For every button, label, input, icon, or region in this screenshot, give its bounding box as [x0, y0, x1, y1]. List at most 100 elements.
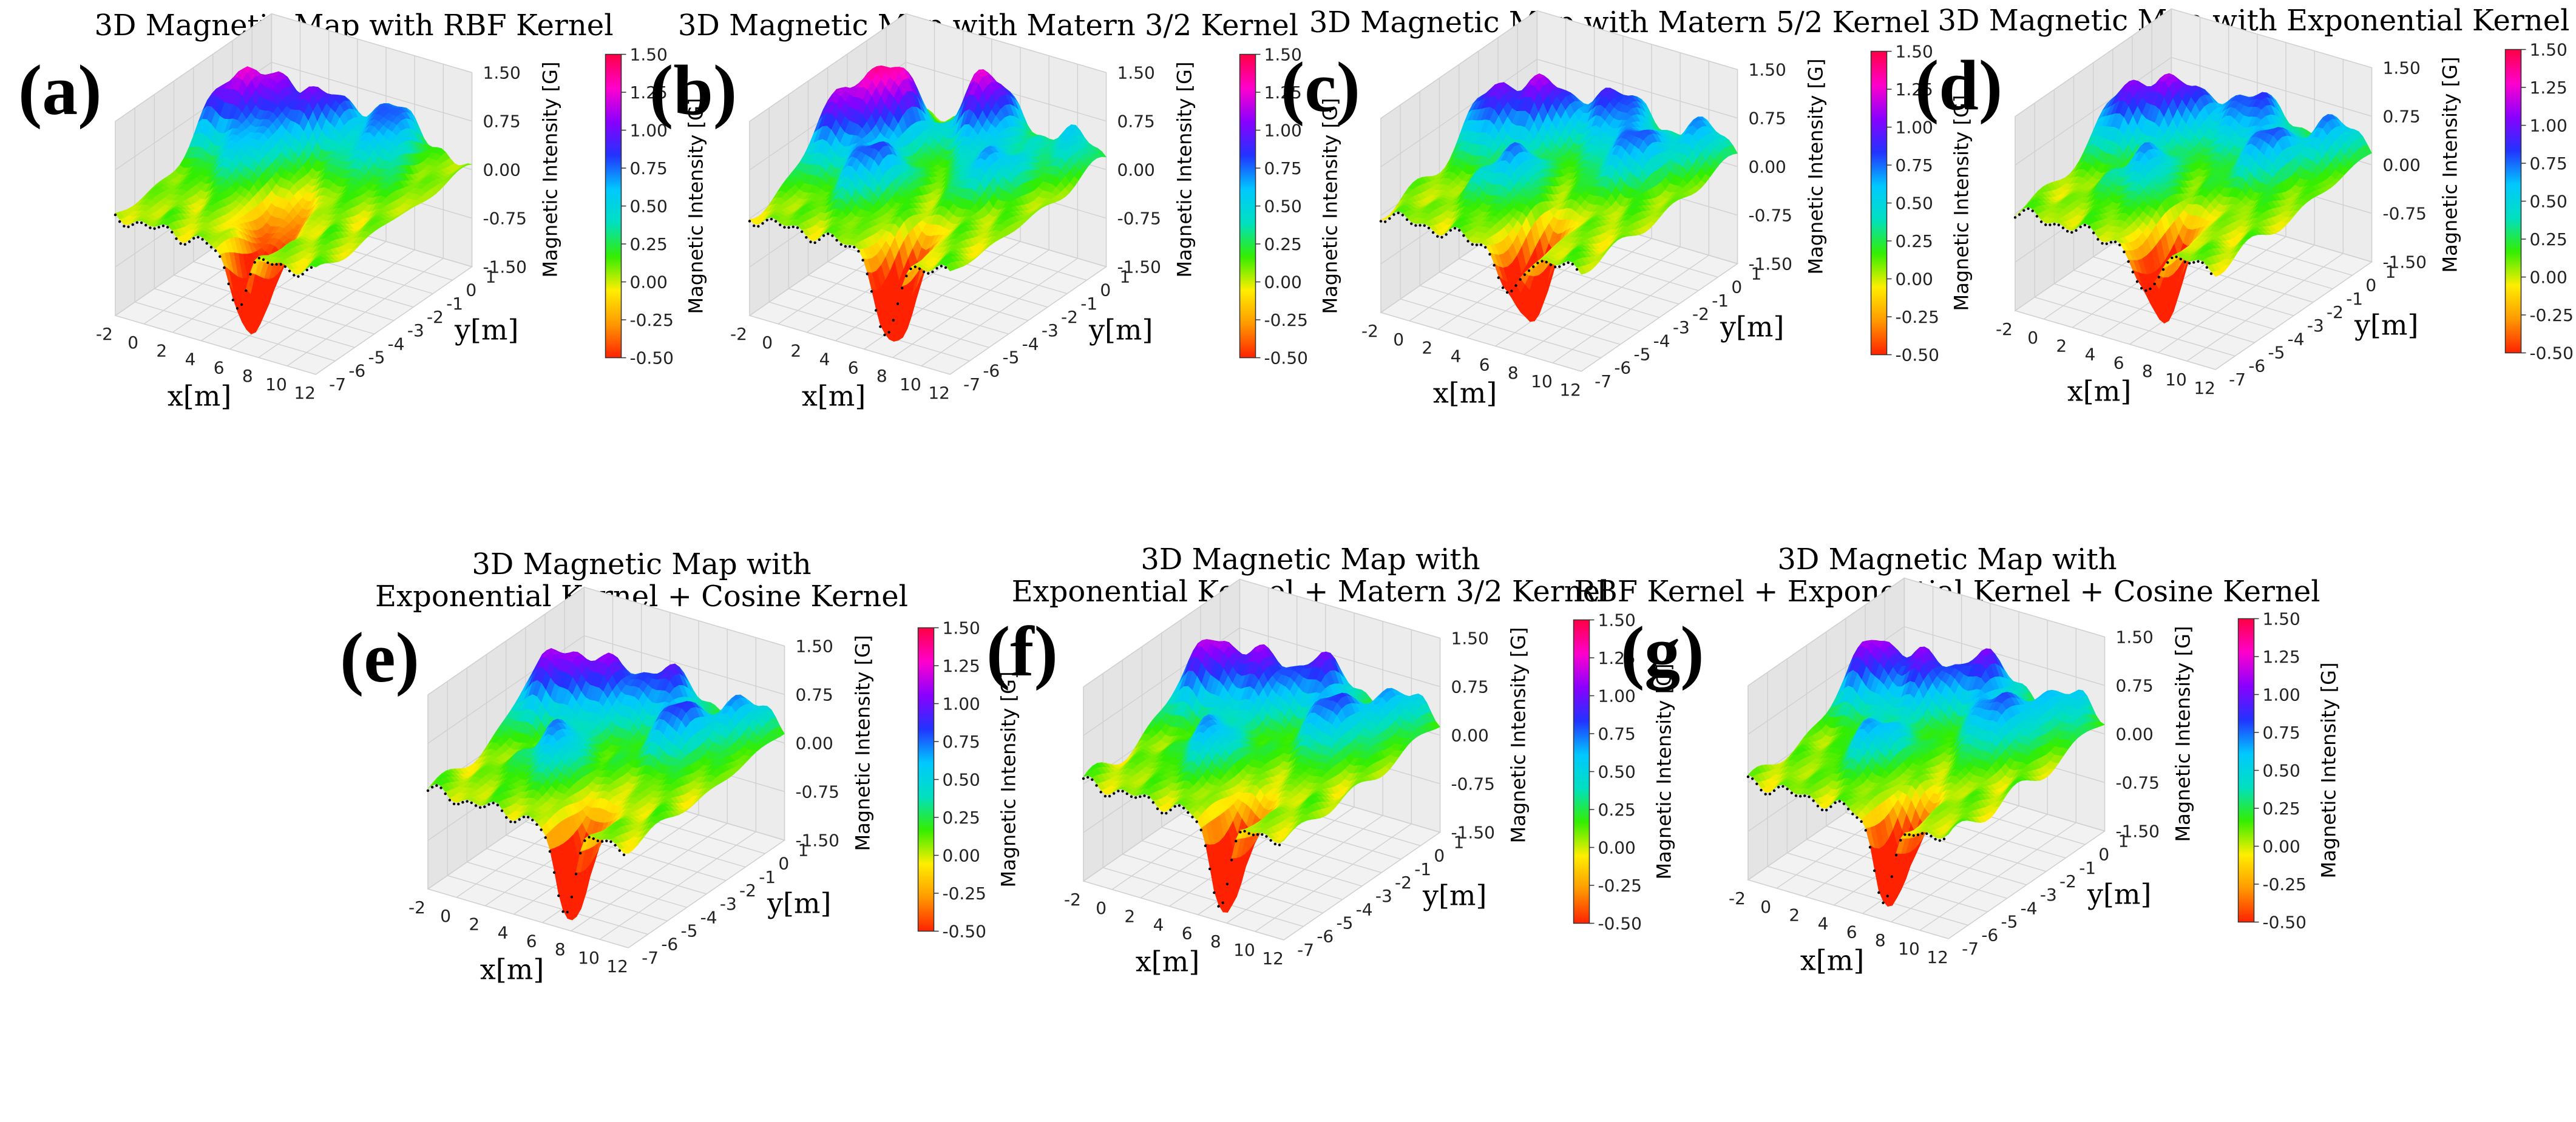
colorbar-tick-label: 0.25: [1598, 800, 1636, 820]
y-axis-label: y[m]: [2354, 308, 2419, 341]
colorbar-tick-label: 0.75: [1598, 724, 1636, 744]
z-tick-label: 0.75: [2116, 676, 2154, 696]
z-tick-label: -1.50: [1749, 254, 1792, 274]
x-tick-label: -2: [96, 324, 113, 344]
colorbar-tick-label: 1.50: [1264, 45, 1302, 65]
x-tick-label: 10: [1233, 940, 1255, 960]
y-tick-label: -2: [1692, 304, 1709, 324]
colorbar-tick-label: 1.00: [2263, 685, 2300, 705]
colorbar-tick-label: 0.75: [1896, 155, 1933, 175]
surface-plot-panel: -2 0 2 4 6 8 10 12x[m] -7-6-5-4-3-2-101y[m]1.500…: [1361, 10, 1973, 410]
panel-title: 3D Magnetic Map with Exponential Kernel: [1937, 4, 2570, 38]
panel-title: 3D Magnetic Map with Matern 3/2 Kernel: [677, 8, 1299, 42]
colorbar-tick-labels: 1.50 1.25 1.00 0.75 0.50 0.25 0.00 -0.25 -0.50: [2530, 40, 2574, 363]
y-tick-labels: -7-6-5-4-3-2-101: [1962, 831, 2129, 959]
colorbar-tick-label: 0.00: [630, 272, 668, 292]
z-tick-label: 1.50: [1749, 60, 1786, 80]
panel-letter: (a): [18, 50, 102, 130]
colorbar-tick-label: 1.50: [1598, 610, 1636, 630]
surface-mesh: [1083, 639, 1440, 913]
y-tick-label: -6: [1981, 925, 1998, 945]
surface-mesh: [427, 648, 785, 921]
colorbar-tick-label: -0.50: [2263, 913, 2307, 933]
y-tick-label: -2: [1061, 307, 1078, 327]
x-tick-label: 12: [606, 956, 628, 976]
x-tick-labels: -2 0 2 4 6 8 10 12: [1729, 888, 1948, 967]
colorbar: [1573, 619, 1590, 924]
panel-title: 3D Magnetic Map with: [1141, 542, 1480, 576]
x-tick-labels: -2 0 2 4 6 8 10 12: [96, 324, 316, 403]
surface-mesh: [115, 66, 472, 335]
x-tick-label: 4: [1451, 346, 1462, 367]
y-tick-label: -3: [2307, 316, 2324, 336]
colorbar-tick-label: 1.50: [943, 618, 980, 638]
z-tick-label: 0.00: [1451, 726, 1489, 746]
x-tick-label: -2: [1996, 319, 2013, 339]
y-tick-label: -5: [681, 921, 698, 941]
x-tick-label: 0: [762, 333, 773, 353]
y-tick-label: 1: [1751, 264, 1762, 284]
colorbar-tick-labels: 1.50 1.25 1.00 0.75 0.50 0.25 0.00 -0.25 -0.50: [1264, 45, 1308, 368]
y-tick-label: -3: [720, 894, 737, 914]
y-axis-label: y[m]: [1720, 310, 1785, 343]
z-tick-label: 1.50: [2383, 58, 2421, 78]
x-tick-label: 10: [2165, 370, 2187, 390]
y-axis-label: y[m]: [1088, 313, 1153, 346]
colorbar: [1239, 53, 1256, 359]
z-tick-labels: 1.50 0.75 0.00 -0.75 -1.50: [1117, 63, 1161, 277]
y-tick-label: -6: [1614, 358, 1631, 378]
colorbar-tick-label: 1.00: [630, 121, 668, 141]
y-tick-label: -1: [446, 294, 463, 314]
colorbar-tick-label: 0.50: [1896, 194, 1933, 214]
z-tick-label: 1.50: [796, 637, 833, 657]
y-tick-label: -5: [1003, 348, 1020, 368]
x-tick-label: 4: [498, 923, 509, 943]
x-axis-label: x[m]: [1800, 944, 1864, 977]
colorbar-label: Magnetic Intensity [G]: [2317, 663, 2340, 879]
x-tick-label: 8: [555, 939, 566, 959]
surface-plot-panel: -2 0 2 4 6 8 10 12x[m] -7-6-5-4-3-2-101y[m]1.500…: [1064, 578, 1676, 978]
x-tick-label: 2: [790, 341, 801, 361]
surface-plot-panel: -2 0 2 4 6 8 10 12x[m] -7-6-5-4-3-2-101y[m]1.500…: [1996, 8, 2574, 408]
x-tick-label: 2: [2056, 336, 2067, 356]
y-tick-label: 1: [798, 840, 809, 860]
x-axis-label: x[m]: [480, 953, 544, 986]
z-tick-label: 0.75: [1749, 109, 1786, 129]
z-tick-labels: 1.50 0.75 0.00 -0.75 -1.50: [483, 63, 527, 277]
colorbar-tick-label: 1.00: [1598, 686, 1636, 706]
x-tick-label: 6: [2113, 353, 2124, 373]
panel-letter: (e): [340, 618, 419, 697]
x-axis-label: x[m]: [2067, 375, 2131, 408]
colorbar-tick-label: 1.00: [2530, 116, 2568, 136]
z-tick-label: -0.75: [483, 209, 527, 229]
y-tick-label: -4: [700, 907, 717, 927]
z-tick-label: 1.50: [1451, 629, 1489, 649]
x-tick-label: 8: [1508, 363, 1519, 383]
colorbar-tick-label: -0.25: [1896, 307, 1939, 327]
x-tick-label: 6: [848, 357, 859, 377]
y-tick-label: -1: [759, 867, 776, 887]
colorbar-tick-label: 0.00: [2263, 837, 2300, 857]
y-tick-label: 0: [2365, 275, 2376, 296]
z-tick-label: -1.50: [1117, 257, 1161, 277]
colorbar-tick-label: 0.00: [1598, 838, 1636, 858]
y-tick-label: -4: [1022, 334, 1039, 354]
y-tick-label: -3: [1673, 317, 1690, 337]
x-tick-label: 12: [1262, 948, 1284, 968]
colorbar-tick-labels: 1.50 1.25 1.00 0.75 0.50 0.25 0.00 -0.25 -0.50: [2263, 609, 2307, 933]
x-tick-labels: -2 0 2 4 6 8 10 12: [1064, 890, 1284, 968]
z-tick-label: 0.75: [1117, 112, 1155, 132]
z-tick-label: -0.75: [1117, 209, 1161, 229]
z-axis-label: Magnetic Intensity [G]: [2172, 626, 2195, 842]
y-tick-label: -7: [329, 374, 346, 394]
z-tick-label: -1.50: [2383, 252, 2427, 272]
z-tick-labels: 1.50 0.75 0.00 -0.75 -1.50: [1451, 629, 1495, 843]
colorbar-tick-label: -0.25: [1598, 876, 1642, 896]
y-tick-label: -2: [2059, 871, 2076, 891]
x-tick-label: 12: [928, 383, 950, 403]
y-tick-label: -2: [2327, 302, 2344, 322]
y-tick-label: 1: [486, 267, 497, 287]
y-tick-label: -6: [983, 361, 1000, 381]
colorbar-tick-labels: 1.50 1.25 1.00 0.75 0.50 0.25 0.00 -0.25 -0.50: [1896, 42, 1939, 365]
x-tick-label: 8: [2142, 361, 2153, 381]
